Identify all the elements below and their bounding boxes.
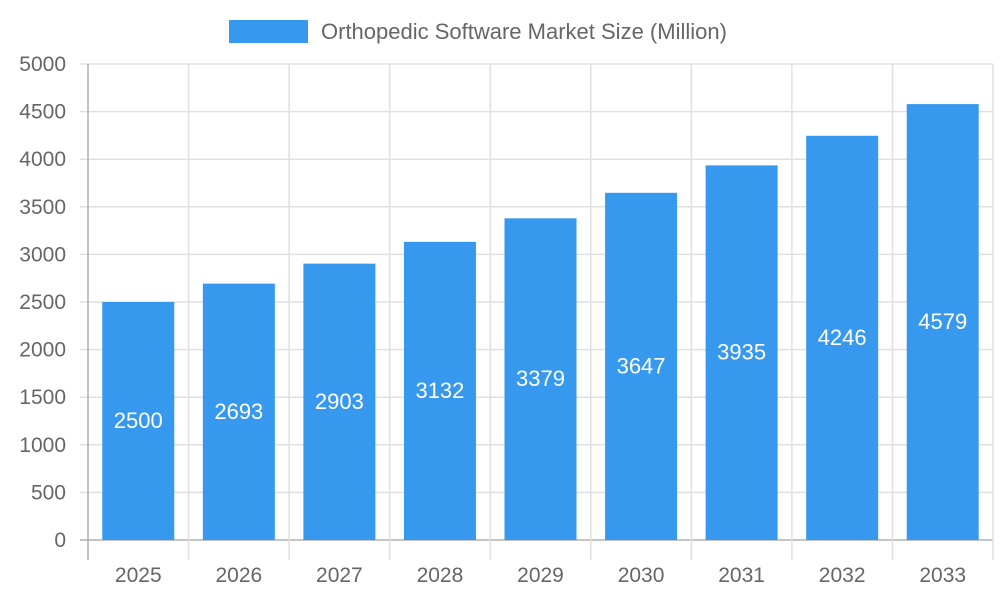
y-tick-label: 2500 [19, 291, 66, 314]
y-tick-label: 0 [54, 529, 66, 552]
legend[interactable]: Orthopedic Software Market Size (Million… [229, 19, 727, 44]
data-label: 3647 [617, 353, 666, 378]
y-tick-label: 4000 [19, 148, 66, 171]
data-label: 3132 [415, 378, 464, 403]
x-tick-label: 2030 [618, 564, 665, 587]
y-tick-label: 1500 [19, 386, 66, 409]
x-tick-label: 2025 [115, 564, 162, 587]
bar [303, 263, 376, 540]
y-tick-label: 500 [31, 481, 66, 504]
x-tick-label: 2026 [215, 564, 262, 587]
data-label: 3379 [516, 366, 565, 391]
y-tick-label: 1000 [19, 434, 66, 457]
bar [202, 283, 275, 540]
data-label: 3935 [717, 340, 766, 365]
x-tick-label: 2028 [417, 564, 464, 587]
data-label: 4579 [918, 309, 967, 334]
legend-swatch [229, 20, 308, 43]
x-tick-label: 2032 [819, 564, 866, 587]
data-label: 2903 [315, 389, 364, 414]
bar [403, 241, 476, 540]
y-tick-label: 3000 [19, 243, 66, 266]
bar [705, 165, 778, 540]
x-tick-label: 2029 [517, 564, 564, 587]
x-tick-label: 2033 [919, 564, 966, 587]
x-tick-label: 2031 [718, 564, 765, 587]
bar [806, 135, 879, 540]
y-tick-label: 2000 [19, 339, 66, 362]
data-label: 4246 [818, 325, 867, 350]
y-tick-label: 5000 [19, 53, 66, 76]
y-tick-label: 3500 [19, 196, 66, 219]
x-tick-label: 2027 [316, 564, 363, 587]
data-label: 2693 [214, 399, 263, 424]
legend-label: Orthopedic Software Market Size (Million… [321, 19, 727, 44]
data-label: 2500 [114, 408, 163, 433]
y-tick-label: 4500 [19, 101, 66, 124]
bar [504, 218, 577, 540]
bar [102, 302, 175, 540]
bar [605, 192, 678, 540]
bar [906, 104, 979, 541]
